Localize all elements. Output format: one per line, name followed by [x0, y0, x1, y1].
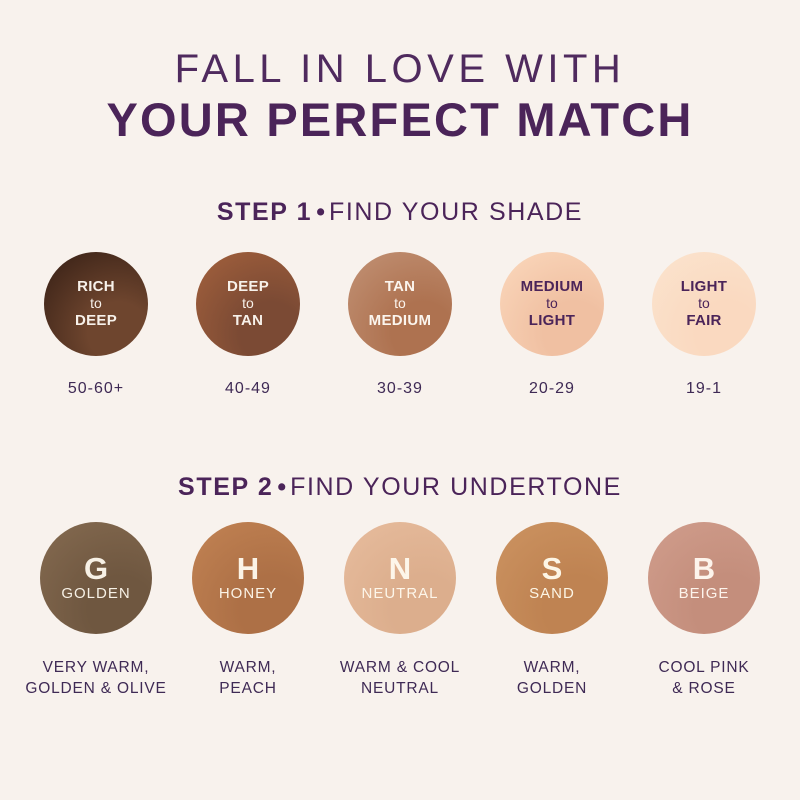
headline-line-2: YOUR PERFECT MATCH: [106, 93, 694, 147]
undertone-swatch[interactable]: G GOLDEN VERY WARM, GOLDEN & OLIVE: [20, 522, 172, 700]
shade-label-top: LIGHT: [680, 278, 728, 296]
shade-swatch[interactable]: RICH to DEEP 50-60+: [20, 252, 172, 400]
headline-line-1: FALL IN LOVE WITH: [174, 47, 626, 91]
shade-label-bottom: DEEP: [74, 311, 118, 329]
shade-label-bottom: TAN: [232, 311, 264, 329]
step-2-title: FIND YOUR UNDERTONE: [290, 473, 622, 501]
step-1-heading: STEP 1 • FIND YOUR SHADE: [0, 198, 800, 227]
page-title: FALL IN LOVE WITH YOUR PERFECT MATCH: [0, 47, 800, 150]
undertone-description: COOL PINK & ROSE: [658, 659, 750, 697]
undertone-name: HONEY: [218, 585, 278, 603]
undertone-swatch[interactable]: N NEUTRAL WARM & COOL NEUTRAL: [324, 522, 476, 700]
undertone-letter: S: [541, 551, 563, 587]
undertone-circle[interactable]: B BEIGE: [648, 522, 760, 634]
step-2-heading: STEP 2 • FIND YOUR UNDERTONE: [0, 473, 800, 502]
shade-label-top: DEEP: [226, 278, 270, 296]
undertone-swatch[interactable]: S SAND WARM, GOLDEN: [476, 522, 628, 700]
undertone-letter: B: [692, 551, 716, 587]
undertone-circle[interactable]: N NEUTRAL: [344, 522, 456, 634]
shade-swatch[interactable]: TAN to MEDIUM 30-39: [324, 252, 476, 400]
shade-circle[interactable]: LIGHT to FAIR: [652, 252, 756, 356]
shade-range-caption: 19-1: [685, 380, 723, 397]
step-2-number: STEP 2: [178, 473, 274, 501]
shade-swatch[interactable]: MEDIUM to LIGHT 20-29: [476, 252, 628, 400]
shade-label-bottom: MEDIUM: [368, 311, 432, 329]
undertone-name: BEIGE: [678, 585, 730, 603]
shade-swatch-row: RICH to DEEP 50-60+ DEEP to TAN 40-49 TA…: [0, 252, 800, 400]
shade-label-connector: to: [546, 295, 558, 312]
undertone-name: GOLDEN: [61, 585, 131, 603]
step-1-title: FIND YOUR SHADE: [328, 198, 584, 226]
undertone-description: WARM & COOL NEUTRAL: [339, 659, 461, 697]
undertone-name: NEUTRAL: [361, 585, 439, 603]
undertone-swatch-row: G GOLDEN VERY WARM, GOLDEN & OLIVE H HON…: [0, 522, 800, 700]
shade-label-connector: to: [242, 295, 254, 312]
shade-label-connector: to: [394, 295, 406, 312]
undertone-circle[interactable]: G GOLDEN: [40, 522, 152, 634]
undertone-description: WARM, GOLDEN: [516, 659, 588, 697]
undertone-description: VERY WARM, GOLDEN & OLIVE: [25, 659, 167, 697]
undertone-letter: G: [83, 551, 109, 587]
shade-label-top: RICH: [77, 278, 115, 296]
shade-swatch[interactable]: DEEP to TAN 40-49: [172, 252, 324, 400]
shade-label-connector: to: [698, 295, 710, 312]
shade-swatch[interactable]: LIGHT to FAIR 19-1: [628, 252, 780, 400]
shade-range-caption: 50-60+: [67, 380, 125, 397]
shade-label-bottom: FAIR: [686, 311, 722, 329]
step-2-bullet-icon: •: [277, 473, 287, 501]
step-1-bullet-icon: •: [316, 198, 325, 226]
undertone-circle[interactable]: S SAND: [496, 522, 608, 634]
shade-label-top: TAN: [384, 278, 416, 296]
shade-circle[interactable]: TAN to MEDIUM: [348, 252, 452, 356]
undertone-description: WARM, PEACH: [219, 659, 277, 697]
shade-label-connector: to: [90, 295, 102, 312]
undertone-circle[interactable]: H HONEY: [192, 522, 304, 634]
undertone-swatch[interactable]: H HONEY WARM, PEACH: [172, 522, 324, 700]
undertone-letter: N: [388, 551, 412, 587]
undertone-name: SAND: [529, 585, 575, 603]
shade-circle[interactable]: RICH to DEEP: [44, 252, 148, 356]
shade-range-caption: 20-29: [529, 380, 575, 397]
shade-range-caption: 30-39: [377, 380, 423, 397]
shade-circle[interactable]: DEEP to TAN: [196, 252, 300, 356]
shade-range-caption: 40-49: [225, 380, 271, 397]
shade-circle[interactable]: MEDIUM to LIGHT: [500, 252, 604, 356]
shade-label-top: MEDIUM: [520, 278, 584, 296]
undertone-swatch[interactable]: B BEIGE COOL PINK & ROSE: [628, 522, 780, 700]
undertone-letter: H: [236, 551, 260, 587]
shade-label-bottom: LIGHT: [528, 311, 576, 329]
step-1-number: STEP 1: [216, 198, 313, 226]
